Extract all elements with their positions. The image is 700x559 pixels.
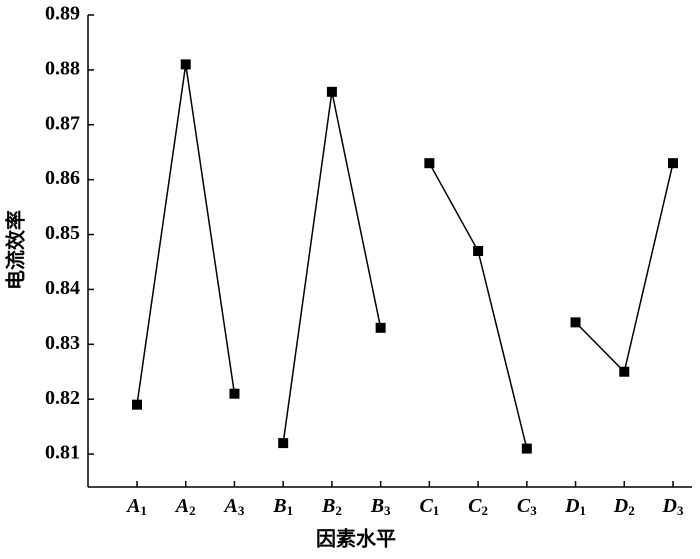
x-tick-label: A2: [174, 495, 196, 518]
point: [375, 322, 386, 333]
y-tick-label: 0.86: [45, 167, 80, 189]
y-tick-label: 0.87: [45, 112, 80, 134]
y-tick-label: 0.83: [45, 332, 80, 354]
x-tick-label: C1: [419, 495, 439, 518]
point: [180, 59, 191, 70]
point: [521, 443, 532, 454]
point: [570, 317, 581, 328]
x-tick-label: D1: [564, 495, 586, 518]
point: [668, 158, 678, 169]
x-tick-label: B3: [370, 495, 391, 518]
y-tick-label: 0.82: [45, 387, 80, 409]
x-tick-label: A3: [223, 495, 245, 518]
point: [424, 158, 435, 169]
point: [278, 438, 289, 449]
x-tick-label: B1: [272, 495, 293, 518]
series-line: [282, 91, 382, 444]
point: [473, 246, 484, 256]
x-tick-label: B2: [321, 495, 342, 518]
y-tick-label: 0.88: [45, 57, 80, 79]
y-tick-label: 0.81: [45, 442, 80, 464]
x-tick-label: D3: [662, 495, 684, 518]
x-tick-label: A1: [125, 495, 147, 518]
point: [619, 366, 630, 377]
y-tick-label: 0.89: [45, 3, 80, 25]
x-axis-label: 因素水平: [316, 527, 396, 551]
y-axis-label: 电流效率: [4, 210, 28, 290]
point: [229, 388, 240, 399]
x-tick-label: C3: [517, 495, 537, 518]
point: [132, 399, 142, 410]
x-tick-label: C2: [468, 495, 488, 518]
series-line: [428, 162, 528, 449]
y-tick-label: 0.85: [45, 222, 80, 244]
y-tick-label: 0.84: [45, 277, 80, 299]
point: [326, 86, 337, 97]
series-line: [575, 163, 674, 374]
series-line: [136, 64, 236, 405]
x-tick-label: D2: [613, 495, 635, 518]
